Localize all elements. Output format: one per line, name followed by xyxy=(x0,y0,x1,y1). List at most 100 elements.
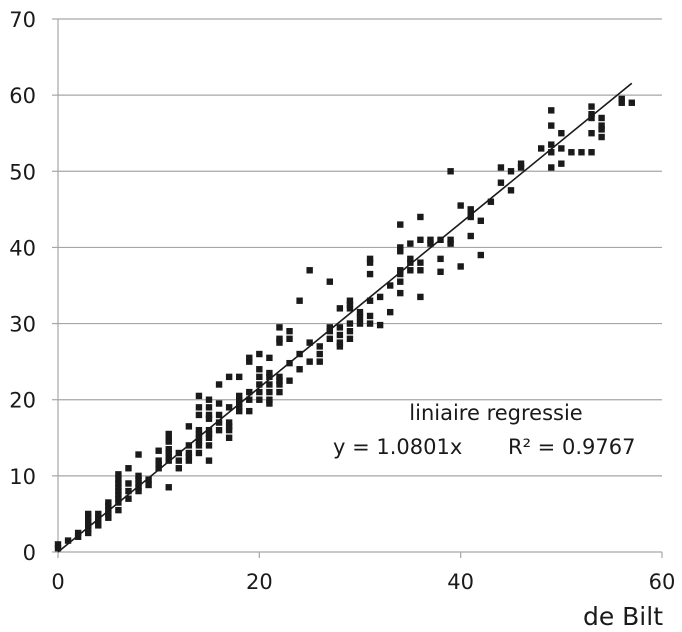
data-point xyxy=(336,339,344,346)
data-point xyxy=(225,419,233,426)
data-point xyxy=(417,213,424,221)
x-axis-label: de Bilt xyxy=(583,602,663,631)
data-point xyxy=(487,198,495,205)
data-point xyxy=(336,343,344,350)
data-point xyxy=(115,476,122,483)
data-point xyxy=(397,267,404,274)
data-point xyxy=(215,400,223,407)
data-point xyxy=(286,335,293,342)
data-point xyxy=(95,522,102,529)
data-point xyxy=(548,149,555,156)
data-point xyxy=(588,103,595,110)
data-point xyxy=(598,122,605,129)
data-point xyxy=(205,396,213,403)
data-point xyxy=(266,388,273,396)
data-point xyxy=(155,461,162,468)
data-point xyxy=(115,480,122,487)
data-point xyxy=(205,434,213,441)
data-point xyxy=(598,126,605,133)
data-point xyxy=(115,495,122,502)
data-point xyxy=(155,457,162,464)
data-point xyxy=(115,484,122,491)
data-point xyxy=(246,358,253,365)
data-point xyxy=(517,164,525,171)
data-point xyxy=(246,407,253,415)
data-point xyxy=(195,411,203,419)
data-point xyxy=(125,465,132,472)
data-point xyxy=(336,305,344,312)
data-point xyxy=(155,447,162,454)
data-point xyxy=(54,541,62,548)
x-tick-label: 60 xyxy=(649,570,676,594)
data-point xyxy=(457,202,464,209)
y-tick-label: 10 xyxy=(9,465,36,489)
trendline xyxy=(57,82,633,553)
data-point xyxy=(236,373,243,381)
data-point xyxy=(165,430,172,438)
data-point xyxy=(175,465,182,472)
data-point xyxy=(165,484,172,491)
data-point xyxy=(95,518,102,525)
data-point xyxy=(85,510,92,518)
data-point xyxy=(407,267,414,274)
data-point xyxy=(276,388,283,396)
data-point xyxy=(376,321,384,329)
y-tick-label: 50 xyxy=(9,160,36,184)
data-point xyxy=(306,267,313,274)
data-point xyxy=(85,514,92,521)
data-point xyxy=(276,377,283,384)
x-tick-label: 20 xyxy=(246,570,273,594)
data-point xyxy=(205,430,213,438)
y-tick-label: 60 xyxy=(9,84,36,108)
data-point xyxy=(316,343,323,350)
data-point xyxy=(417,267,424,274)
data-point xyxy=(366,259,374,266)
data-point xyxy=(266,381,273,388)
data-point xyxy=(548,141,555,148)
data-point xyxy=(165,449,172,457)
data-point xyxy=(397,278,404,285)
data-point xyxy=(205,426,213,434)
y-tick-label: 40 xyxy=(9,236,36,260)
data-point xyxy=(135,480,142,487)
data-point xyxy=(54,544,62,552)
data-point xyxy=(286,327,293,335)
data-point xyxy=(346,305,354,312)
data-point xyxy=(497,164,505,171)
data-point xyxy=(135,451,142,458)
data-point xyxy=(135,472,142,480)
data-point xyxy=(356,308,364,316)
data-point xyxy=(236,407,243,415)
data-point xyxy=(477,217,484,224)
tick-labels: 0 10 20 30 40 50 60 70 0 20 40 60 xyxy=(9,8,675,594)
data-point xyxy=(417,293,424,301)
data-point xyxy=(366,320,374,327)
data-point xyxy=(618,99,625,106)
data-point xyxy=(467,232,474,240)
data-point xyxy=(618,95,625,103)
data-point xyxy=(548,122,555,129)
data-point xyxy=(266,396,273,403)
data-point xyxy=(427,236,434,244)
y-tick-label: 30 xyxy=(9,313,36,337)
y-tick-label: 0 xyxy=(23,541,36,565)
data-point xyxy=(387,282,394,289)
data-point xyxy=(356,320,364,327)
data-point xyxy=(326,327,333,335)
data-point xyxy=(578,149,585,156)
data-point xyxy=(467,206,474,213)
data-point xyxy=(346,301,354,308)
data-point xyxy=(225,404,233,411)
data-point xyxy=(236,392,243,400)
data-point xyxy=(105,510,112,518)
data-point xyxy=(95,510,102,518)
data-point xyxy=(507,168,515,175)
data-point xyxy=(306,358,313,365)
data-point xyxy=(387,308,394,316)
data-point xyxy=(276,335,283,342)
data-point xyxy=(256,366,263,373)
data-point xyxy=(316,350,323,358)
data-point xyxy=(105,499,112,506)
data-point xyxy=(236,396,243,403)
data-point xyxy=(195,442,203,449)
